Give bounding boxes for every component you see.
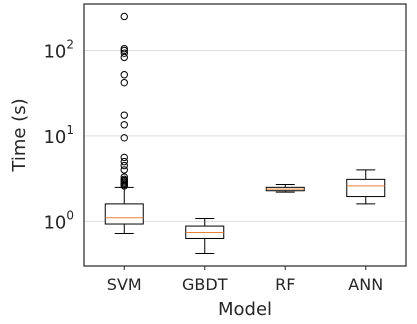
outlier-point bbox=[120, 53, 128, 62]
x-tick-label: SVM bbox=[107, 275, 142, 294]
outlier-point bbox=[120, 157, 128, 166]
outlier-point bbox=[120, 49, 128, 57]
x-axis-label: Model bbox=[218, 299, 272, 320]
outlier-point bbox=[120, 161, 128, 170]
outlier-point bbox=[120, 78, 128, 87]
box-iqr bbox=[346, 178, 386, 198]
outlier-point bbox=[120, 173, 128, 181]
x-tick-label: RF bbox=[275, 275, 295, 294]
outlier-point bbox=[120, 111, 128, 119]
y-axis-label: Time (s) bbox=[9, 98, 30, 172]
box-iqr bbox=[104, 203, 144, 225]
x-tick-labels: SVM GBDT RF ANN bbox=[107, 266, 383, 294]
box-ann bbox=[346, 169, 386, 205]
outlier-point bbox=[120, 153, 128, 162]
outlier-point bbox=[120, 166, 128, 174]
y-tick-labels: 100 101 102 bbox=[43, 37, 74, 233]
y-tick-label: 102 bbox=[43, 37, 74, 62]
box-svm bbox=[104, 12, 144, 235]
outlier-point bbox=[120, 71, 128, 79]
box-gbdt bbox=[185, 217, 225, 255]
box-rf bbox=[265, 183, 305, 193]
x-tick-label: ANN bbox=[348, 275, 383, 294]
y-tick-label: 101 bbox=[43, 123, 74, 148]
x-tick-label: GBDT bbox=[182, 275, 228, 294]
plot-frame bbox=[83, 3, 407, 267]
y-tick-label: 100 bbox=[43, 208, 74, 233]
outlier-point bbox=[120, 12, 128, 21]
outlier-point bbox=[120, 134, 128, 142]
outlier-point bbox=[120, 121, 128, 129]
outlier-point bbox=[120, 175, 128, 184]
box-series bbox=[104, 12, 386, 255]
outlier-point bbox=[120, 44, 128, 53]
